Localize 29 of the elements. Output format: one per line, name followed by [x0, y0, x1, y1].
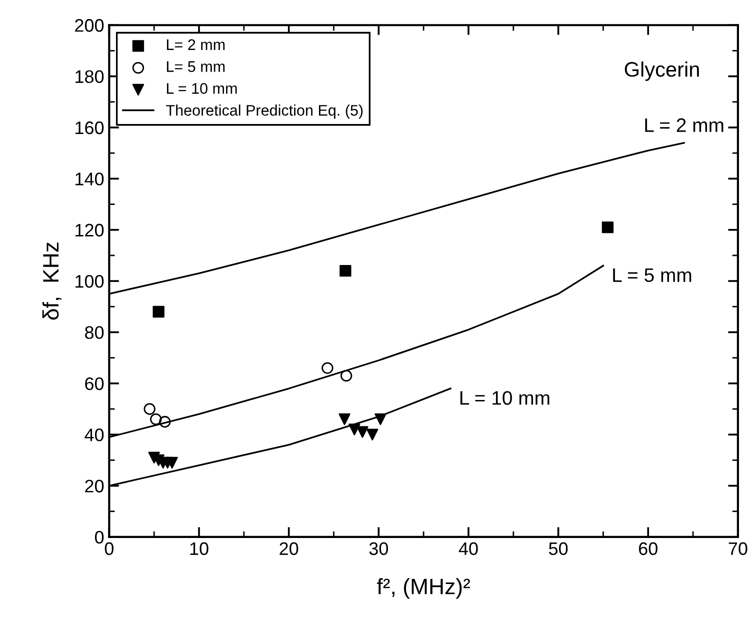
x-axis-title: f², (MHz)²: [376, 578, 470, 599]
y-tick-label: 40: [84, 428, 104, 442]
legend-label: L = 10 mm: [166, 83, 237, 94]
y-tick-label: 160: [76, 121, 104, 134]
legend-label: Theoretical Prediction Eq. (5): [166, 104, 363, 119]
x-tick-label: 70: [728, 542, 748, 556]
x-tick-label: 60: [638, 542, 658, 556]
annotation: L = 5 mm: [613, 268, 692, 282]
x-tick-label: 10: [190, 542, 208, 556]
legend-label: L= 5 mm: [166, 61, 225, 72]
x-tick-label: 20: [280, 542, 298, 556]
y-tick-label: 80: [85, 326, 104, 339]
x-tick-label: 0: [104, 542, 114, 556]
annotation: L = 10 mm: [460, 391, 550, 405]
annotation: Glycerin: [624, 61, 699, 81]
legend-label: L= 2 mm: [166, 39, 225, 50]
y-tick-label: 180: [76, 70, 104, 84]
y-tick-label: 140: [76, 172, 104, 186]
x-tick-label: 40: [458, 542, 478, 556]
annotation: L = 2 mm: [645, 118, 724, 132]
y-tick-label: 20: [85, 480, 104, 492]
y-tick-label: 120: [76, 224, 104, 237]
y-tick-label: 100: [76, 274, 104, 288]
y-tick-label: 0: [94, 530, 104, 544]
y-tick-label: 60: [85, 377, 104, 390]
x-tick-label: 50: [548, 542, 568, 556]
y-axis-title: δf, KHz: [42, 242, 62, 320]
y-tick-label: 200: [75, 19, 104, 32]
x-tick-label: 30: [369, 542, 388, 556]
